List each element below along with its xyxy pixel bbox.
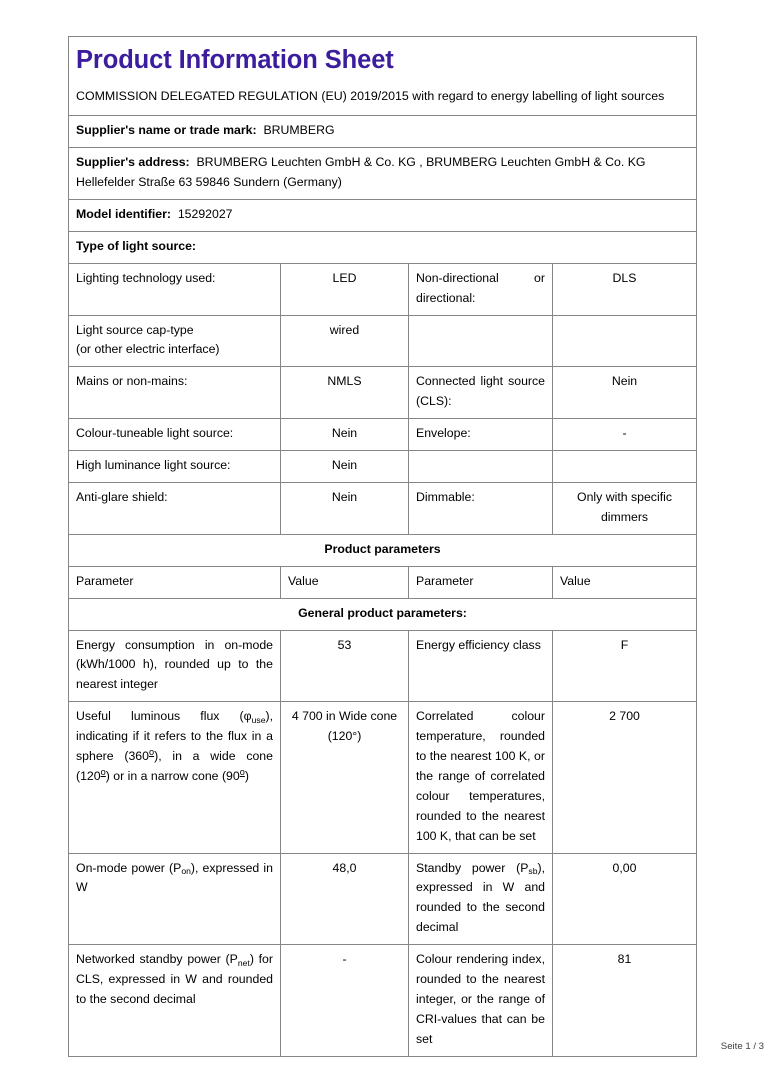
page-title: Product Information Sheet bbox=[76, 46, 394, 74]
table-row: High luminance light source: Nein bbox=[68, 450, 698, 483]
light-source-section-row: Type of light source: bbox=[67, 230, 698, 264]
parameter-standby-power: Standby power (Psb), expressed in W and … bbox=[408, 852, 553, 946]
column-header-parameter-2: Parameter bbox=[408, 565, 553, 599]
value-directionality: DLS bbox=[551, 262, 698, 316]
product-parameters-section-label: Product parameters bbox=[67, 533, 698, 567]
value-dimmable: Only with specific dimmers bbox=[551, 481, 698, 535]
value-high-luminance: Nein bbox=[280, 450, 409, 483]
table-row: Colour-tuneable light source: Nein Envel… bbox=[68, 418, 698, 452]
parameter-mains: Mains or non-mains: bbox=[68, 366, 281, 420]
value-connected-light-source: Nein bbox=[551, 366, 698, 420]
value-cap-type: wired bbox=[280, 314, 409, 368]
model-identifier-row: Model identifier: 15292027 bbox=[67, 198, 698, 232]
parameter-high-luminance-empty bbox=[408, 450, 553, 483]
value-envelope: - bbox=[551, 418, 698, 452]
value-cap-type-empty bbox=[551, 314, 698, 368]
model-identifier-cell: Model identifier: 15292027 bbox=[67, 198, 698, 232]
table-row: Useful luminous flux (φuse), indicating … bbox=[68, 701, 698, 854]
value-energy-efficiency-class: F bbox=[551, 629, 698, 703]
header-row: Product Information Sheet COMMISSION DEL… bbox=[67, 35, 698, 117]
table-row: Energy consumption in on-mode (kWh/1000 … bbox=[68, 629, 698, 703]
parameter-cap-type-line1: Light source cap-type bbox=[76, 322, 194, 337]
parameter-cap-type: Light source cap-type (or other electric… bbox=[68, 314, 281, 368]
general-parameters-section-label: General product parameters: bbox=[67, 597, 698, 631]
value-energy-consumption: 53 bbox=[280, 629, 409, 703]
value-mains: NMLS bbox=[280, 366, 409, 420]
model-identifier-label: Model identifier: bbox=[76, 206, 171, 221]
header-cell: Product Information Sheet COMMISSION DEL… bbox=[67, 35, 698, 117]
parameter-anti-glare-shield: Anti-glare shield: bbox=[68, 481, 281, 535]
column-header-parameter-1: Parameter bbox=[68, 565, 281, 599]
parameter-dimmable: Dimmable: bbox=[408, 481, 553, 535]
parameter-cap-type-empty bbox=[408, 314, 553, 368]
value-correlated-colour-temperature: 2 700 bbox=[551, 701, 698, 854]
parameter-cap-type-line2: (or other electric interface) bbox=[76, 342, 220, 357]
table-row: Anti-glare shield: Nein Dimmable: Only w… bbox=[68, 481, 698, 535]
parameter-lighting-technology: Lighting technology used: bbox=[68, 262, 281, 316]
parameter-networked-standby-power: Networked standby power (Pnet) for CLS, … bbox=[68, 944, 281, 1057]
parameter-energy-efficiency-class: Energy efficiency class bbox=[408, 629, 553, 703]
supplier-name-row: Supplier's name or trade mark: BRUMBERG bbox=[67, 115, 698, 149]
parameter-energy-consumption: Energy consumption in on-mode (kWh/1000 … bbox=[68, 629, 281, 703]
supplier-address-row: Supplier's address: BRUMBERG Leuchten Gm… bbox=[67, 147, 698, 200]
table-row: Light source cap-type (or other electric… bbox=[68, 314, 698, 368]
parameter-envelope: Envelope: bbox=[408, 418, 553, 452]
light-source-section-label: Type of light source: bbox=[67, 230, 698, 264]
value-colour-tuneable: Nein bbox=[280, 418, 409, 452]
model-identifier-value: 15292027 bbox=[177, 206, 233, 221]
supplier-name-cell: Supplier's name or trade mark: BRUMBERG bbox=[67, 115, 698, 149]
parameter-on-mode-power: On-mode power (Pon), expressed in W bbox=[68, 852, 281, 946]
value-high-luminance-empty bbox=[551, 450, 698, 483]
regulation-subtitle: COMMISSION DELEGATED REGULATION (EU) 201… bbox=[76, 88, 665, 103]
value-networked-standby-power: - bbox=[280, 944, 409, 1057]
general-parameters-section-row: General product parameters: bbox=[67, 597, 698, 631]
table-row: Networked standby power (Pnet) for CLS, … bbox=[68, 944, 698, 1057]
value-anti-glare-shield: Nein bbox=[280, 481, 409, 535]
parameter-connected-light-source: Connected light source (CLS): bbox=[408, 366, 553, 420]
supplier-name-label: Supplier's name or trade mark: bbox=[76, 123, 257, 138]
value-colour-rendering-index: 81 bbox=[551, 944, 698, 1057]
supplier-address-label: Supplier's address: bbox=[76, 155, 190, 170]
product-information-table: Product Information Sheet COMMISSION DEL… bbox=[67, 35, 698, 1057]
table-row: Lighting technology used: LED Non-direct… bbox=[68, 262, 698, 316]
parameter-colour-rendering-index: Colour rendering index, rounded to the n… bbox=[408, 944, 553, 1057]
parameter-colour-tuneable: Colour-tuneable light source: bbox=[68, 418, 281, 452]
column-header-value-2: Value bbox=[551, 565, 698, 599]
supplier-address-cell: Supplier's address: BRUMBERG Leuchten Gm… bbox=[67, 147, 698, 200]
product-parameters-section-row: Product parameters bbox=[67, 533, 698, 567]
parameter-useful-luminous-flux: Useful luminous flux (φuse), indicating … bbox=[68, 701, 281, 854]
column-header-value-1: Value bbox=[280, 565, 409, 599]
parameter-directionality: Non-directional or directional: bbox=[408, 262, 553, 316]
value-standby-power: 0,00 bbox=[551, 852, 698, 946]
column-header-row: Parameter Value Parameter Value bbox=[68, 565, 698, 599]
supplier-name-value: BRUMBERG bbox=[263, 123, 335, 138]
supplier-address-value: BRUMBERG Leuchten GmbH & Co. KG , BRUMBE… bbox=[76, 155, 646, 189]
value-on-mode-power: 48,0 bbox=[280, 852, 409, 946]
value-useful-luminous-flux: 4 700 in Wide cone (120°) bbox=[280, 701, 409, 854]
table-row: Mains or non-mains: NMLS Connected light… bbox=[68, 366, 698, 420]
page-footer: Seite 1 / 3 bbox=[720, 1041, 764, 1052]
parameter-correlated-colour-temperature: Correlated colour temperature, rounded t… bbox=[408, 701, 553, 854]
table-row: On-mode power (Pon), expressed in W 48,0… bbox=[68, 852, 698, 946]
product-information-sheet: Product Information Sheet COMMISSION DEL… bbox=[67, 35, 764, 1057]
value-lighting-technology: LED bbox=[280, 262, 409, 316]
parameter-high-luminance: High luminance light source: bbox=[68, 450, 281, 483]
